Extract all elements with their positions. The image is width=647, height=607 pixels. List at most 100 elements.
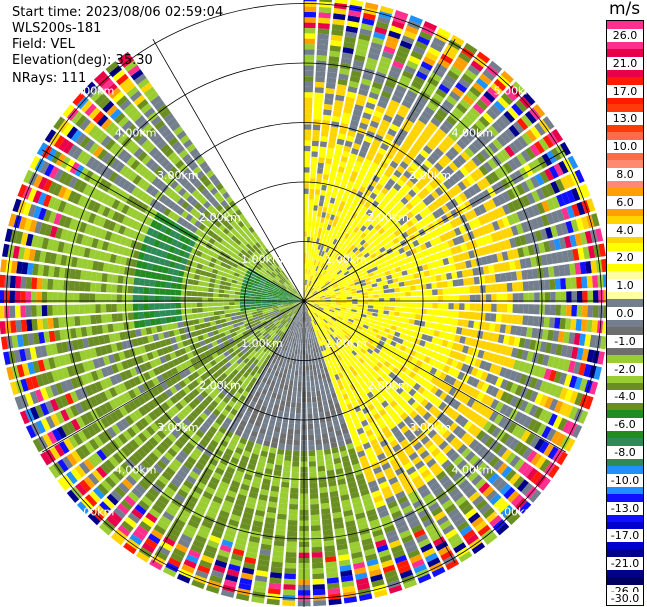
ray-gate xyxy=(350,188,358,195)
ray-gate xyxy=(398,564,412,574)
ray-gate xyxy=(474,520,488,533)
ray-gate xyxy=(381,174,390,182)
ray-gate xyxy=(406,514,419,524)
ray-gate xyxy=(480,405,490,417)
ray-gate xyxy=(299,316,302,323)
ray-gate xyxy=(260,370,267,377)
ray-gate xyxy=(310,264,314,270)
ray-gate xyxy=(412,253,420,261)
ray-gate xyxy=(312,568,324,574)
ray-gate xyxy=(260,543,272,551)
ray-gate xyxy=(586,349,595,363)
ray-gate xyxy=(388,311,395,316)
ray-gate xyxy=(354,195,361,203)
ray-gate xyxy=(266,506,277,514)
ray-gate xyxy=(538,242,546,254)
ray-gate xyxy=(507,107,520,120)
ray-gate xyxy=(400,292,406,297)
ray-gate xyxy=(326,393,332,400)
ray-gate xyxy=(382,564,396,574)
ray-gate xyxy=(561,207,570,220)
ray-gate xyxy=(298,343,301,349)
ray-gate xyxy=(381,413,390,421)
ray-gate xyxy=(332,511,343,519)
ray-gate xyxy=(270,324,276,330)
ray-gate xyxy=(327,398,334,406)
ray-gate xyxy=(410,308,417,314)
ray-gate xyxy=(223,579,237,588)
ray-gate xyxy=(333,362,339,369)
ray-gate xyxy=(320,244,325,251)
ray-gate xyxy=(340,422,348,430)
ray-gate xyxy=(284,562,297,569)
ray-gate xyxy=(453,516,467,528)
ray-gate xyxy=(347,391,354,398)
ray-gate xyxy=(230,421,239,429)
ray-gate xyxy=(478,164,489,176)
ray-gate xyxy=(327,588,341,595)
ray-gate xyxy=(59,394,69,407)
ray-gate xyxy=(314,295,320,298)
ray-gate xyxy=(397,209,406,218)
ray-gate xyxy=(304,258,306,264)
ray-gate xyxy=(379,439,389,448)
ray-gate xyxy=(523,164,534,177)
ray-gate xyxy=(360,78,372,86)
ray-gate xyxy=(474,285,481,294)
ray-gate xyxy=(404,347,412,354)
ray-gate xyxy=(224,529,237,538)
ray-gate xyxy=(167,557,182,568)
ray-gate xyxy=(331,24,344,31)
ray-gate xyxy=(349,395,357,403)
ray-gate xyxy=(178,421,188,431)
ray-gate xyxy=(388,371,396,379)
ray-gate xyxy=(165,531,178,542)
ray-gate xyxy=(257,310,263,314)
ray-gate xyxy=(241,313,248,318)
ray-gate xyxy=(326,77,337,84)
ray-gate xyxy=(518,167,529,179)
ray-gate xyxy=(420,163,430,173)
ray-gate xyxy=(413,171,422,181)
ray-gate xyxy=(257,499,267,507)
ray-gate xyxy=(171,429,181,439)
ray-gate xyxy=(264,333,270,339)
ray-gate xyxy=(368,294,374,299)
ray-gate xyxy=(376,264,383,270)
ray-gate xyxy=(269,419,276,426)
ray-gate xyxy=(261,483,270,491)
ray-gate xyxy=(276,348,282,355)
ray-gate xyxy=(382,332,389,338)
ray-gate xyxy=(339,273,345,279)
ray-gate xyxy=(511,156,523,168)
ray-gate xyxy=(310,520,321,526)
ray-gate xyxy=(500,131,512,144)
ray-gate xyxy=(151,377,160,386)
ray-gate xyxy=(293,380,298,387)
ray-gate xyxy=(283,321,288,327)
ray-gate xyxy=(325,82,336,89)
ray-gate xyxy=(367,563,381,572)
ray-gate xyxy=(441,281,448,288)
ray-gate xyxy=(436,281,443,289)
ray-gate xyxy=(442,288,449,295)
ray-gate xyxy=(387,104,398,113)
ray-gate xyxy=(93,435,104,448)
ray-gate xyxy=(304,193,309,200)
ray-gate xyxy=(349,153,358,161)
ray-gate xyxy=(351,272,357,278)
ray-gate xyxy=(320,389,326,396)
ray-gate xyxy=(377,16,391,25)
ray-gate xyxy=(492,459,504,471)
ray-gate xyxy=(439,234,447,243)
ray-gate xyxy=(564,389,574,402)
ray-gate xyxy=(483,129,495,141)
ray-gate xyxy=(373,466,383,475)
ray-gate xyxy=(365,372,373,380)
ray-gate xyxy=(156,520,169,531)
ray-gate xyxy=(455,169,465,180)
ray-gate xyxy=(370,212,377,220)
ray-gate xyxy=(526,450,538,463)
ray-gate xyxy=(513,458,525,471)
ray-gate xyxy=(292,337,296,343)
